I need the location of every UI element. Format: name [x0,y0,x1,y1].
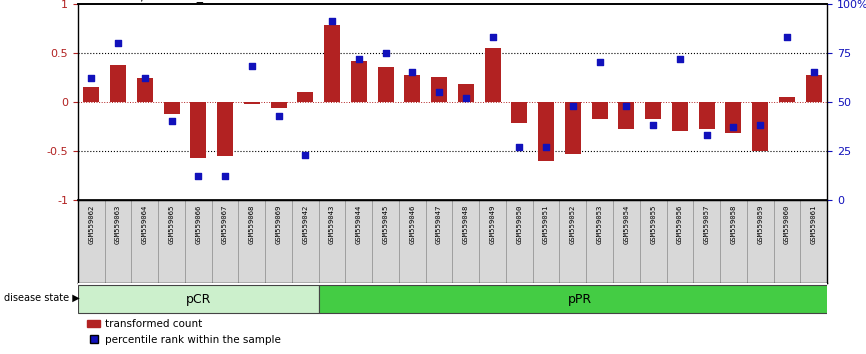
Bar [351,61,367,102]
Point [432,89,446,95]
Bar [805,75,822,102]
Point [325,18,339,24]
Text: GSM559044: GSM559044 [356,204,362,244]
Point [299,152,313,158]
Bar [83,87,100,102]
Point [700,132,714,138]
Text: GSM559063: GSM559063 [115,204,121,244]
Bar [779,97,795,102]
Text: GSM559059: GSM559059 [757,204,763,244]
Point [807,69,821,75]
Text: GSM559045: GSM559045 [383,204,389,244]
Bar [404,75,420,102]
Bar [164,102,179,114]
Bar [191,102,206,158]
Bar [591,102,608,119]
Bar [458,84,474,102]
Bar [217,102,233,156]
Text: GSM559068: GSM559068 [249,204,255,244]
Point [727,125,740,130]
Text: pCR: pCR [185,293,211,306]
Point [352,56,365,61]
Bar [538,102,554,161]
Text: GSM559050: GSM559050 [516,204,522,244]
Text: GSM559042: GSM559042 [302,204,308,244]
Point [405,69,419,75]
Bar [319,285,840,314]
Bar [324,25,340,102]
Bar [726,102,741,133]
Text: GSM559043: GSM559043 [329,204,335,244]
Text: GSM559067: GSM559067 [222,204,228,244]
Point [592,59,606,65]
Bar [645,102,661,119]
Bar [752,102,768,151]
Point [191,173,205,179]
Point [753,122,767,128]
Bar [270,102,287,108]
Text: GSM559055: GSM559055 [650,204,656,244]
Bar [137,78,152,102]
Point [84,75,98,81]
Point [218,173,232,179]
Bar [431,77,447,102]
Text: GSM559056: GSM559056 [677,204,683,244]
Legend: transformed count, percentile rank within the sample: transformed count, percentile rank withi… [83,315,285,349]
Bar [565,102,581,154]
Bar [297,92,313,102]
Text: GSM559064: GSM559064 [142,204,148,244]
Point [566,103,580,109]
Text: GSM559047: GSM559047 [436,204,443,244]
Text: disease state ▶: disease state ▶ [4,292,80,303]
Text: GSM559051: GSM559051 [543,204,549,244]
Text: GSM559060: GSM559060 [784,204,790,244]
Bar [110,65,126,102]
Text: GDS3721 / 218138_at: GDS3721 / 218138_at [78,0,216,2]
Bar [672,102,688,131]
Point [540,144,553,150]
Point [111,40,125,46]
Point [378,50,392,56]
Text: GSM559048: GSM559048 [462,204,469,244]
Point [138,75,152,81]
Text: GSM559058: GSM559058 [730,204,736,244]
Text: GSM559053: GSM559053 [597,204,603,244]
Point [513,144,527,150]
Text: GSM559065: GSM559065 [169,204,175,244]
Point [673,56,687,61]
Text: GSM559049: GSM559049 [489,204,495,244]
Bar [618,102,635,129]
Point [780,34,794,40]
Bar [78,285,319,314]
Bar [378,67,394,102]
Text: GSM559057: GSM559057 [704,204,709,244]
Point [646,122,660,128]
Point [486,34,500,40]
Point [272,113,286,118]
Bar [244,102,260,104]
Text: GSM559046: GSM559046 [410,204,416,244]
Point [245,64,259,69]
Text: GSM559069: GSM559069 [275,204,281,244]
Text: GSM559052: GSM559052 [570,204,576,244]
Text: GSM559054: GSM559054 [624,204,630,244]
Bar [485,48,501,102]
Bar [511,102,527,124]
Text: GSM559066: GSM559066 [196,204,201,244]
Text: GSM559061: GSM559061 [811,204,817,244]
Bar [699,102,714,129]
Point [459,95,473,101]
Text: GSM559062: GSM559062 [88,204,94,244]
Text: pPR: pPR [567,293,591,306]
Point [619,103,633,109]
Point [165,119,178,124]
